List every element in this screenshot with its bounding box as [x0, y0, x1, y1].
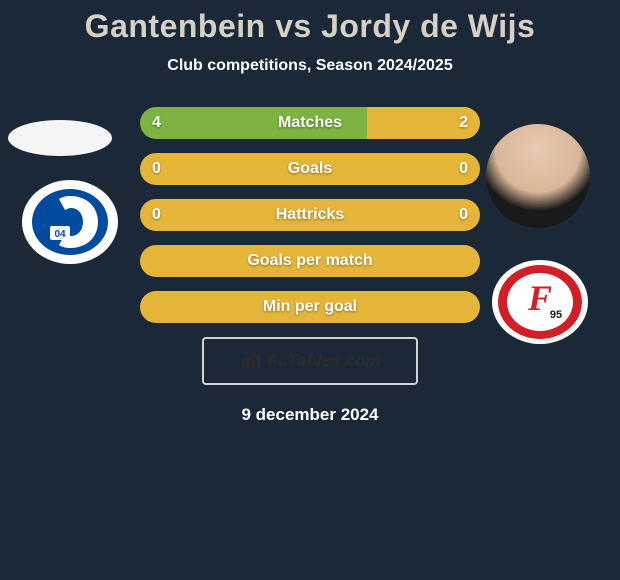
- stat-row-matches: 4 Matches 2: [140, 107, 480, 139]
- stats-area: 4 Matches 2 0 Goals 0 0 Hattricks 0 Goal…: [0, 107, 620, 323]
- date-text: 9 december 2024: [0, 405, 620, 425]
- stat-bar-single: [140, 245, 480, 277]
- stat-bar-single: [140, 291, 480, 323]
- stat-row-mpg: Min per goal: [140, 291, 480, 323]
- branding-text: FcTables.com: [268, 351, 381, 371]
- stat-bar-single: [140, 199, 480, 231]
- stat-row-hattricks: 0 Hattricks 0: [140, 199, 480, 231]
- subtitle: Club competitions, Season 2024/2025: [0, 57, 620, 75]
- stat-row-gpm: Goals per match: [140, 245, 480, 277]
- stat-bar-single: [140, 153, 480, 185]
- stat-bar-left: [140, 107, 367, 139]
- stat-row-goals: 0 Goals 0: [140, 153, 480, 185]
- branding-box: FcTables.com: [202, 337, 418, 385]
- stat-bar-right: [367, 107, 480, 139]
- page-title: Gantenbein vs Jordy de Wijs: [0, 0, 620, 45]
- chart-icon: [240, 352, 262, 370]
